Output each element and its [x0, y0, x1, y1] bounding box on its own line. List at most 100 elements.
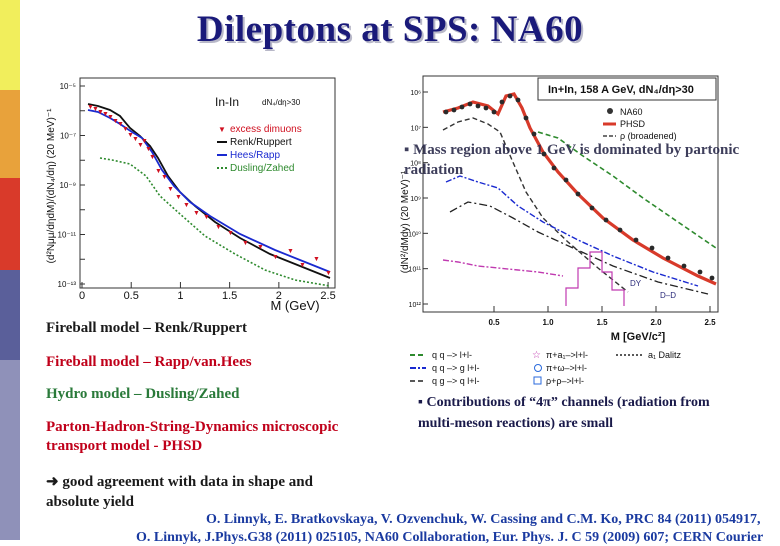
right-data-point [603, 217, 609, 223]
left-data-point: ▼ [193, 210, 200, 217]
bottom-legend-svg: q q –> l+l- q q –> g l+l- q g –> q l+l- … [410, 350, 682, 386]
right-x-tick-label: 1.5 [596, 318, 608, 327]
left-legend-hees: Hees/Rapp [230, 150, 280, 161]
left-legend-renk: Renk/Ruppert [230, 137, 292, 148]
left-data-point: ▼ [97, 109, 104, 116]
right-legend-rho: ρ (broadened) [620, 131, 677, 141]
right-xlabel: M [GeV/c²] [611, 331, 666, 343]
left-x-tick-label: 1.5 [222, 290, 237, 302]
model-phsd: Parton-Hadron-String-Dynamics microscopi… [46, 419, 339, 454]
reference-line-1: O. Linnyk, E. Bratkovskaya, V. Ozvenchuk… [206, 512, 761, 527]
right-y-tick-label: 10¹⁰ [408, 230, 421, 238]
right-data-point [709, 275, 715, 281]
left-y-tick-label: 10⁻⁵ [60, 82, 76, 91]
bl-item-rho-rho: ρ+ρ–>l+l- [546, 376, 584, 386]
left-data-point: ▼ [325, 270, 332, 277]
sidebar-block-navy [0, 270, 20, 360]
left-plot-frame [79, 77, 336, 289]
left-curve-hees [87, 109, 331, 273]
right-curve-magenta [442, 259, 564, 277]
right-curve-blue [445, 175, 699, 287]
sidebar-block-yellow [0, 0, 20, 90]
right-data-point [475, 103, 481, 109]
model-rapp: Fireball model – Rapp/van.Hees [46, 354, 252, 370]
left-data-point: ▼ [122, 126, 129, 133]
agreement-note: ➜ good agreement with data in shape and … [46, 472, 366, 512]
left-data-point: ▼ [287, 248, 294, 255]
left-xlabel: M (GeV) [270, 298, 319, 313]
left-curve-dusling [99, 157, 331, 287]
right-data-point [451, 107, 457, 113]
left-data-point: ▼ [203, 214, 210, 221]
left-legend-marker-excess: ▼ [218, 125, 226, 134]
right-curve-black [449, 201, 709, 295]
left-data-point: ▼ [127, 132, 134, 139]
left-y-tick-label: 10⁻⁷ [60, 132, 76, 141]
right-note-dd: D–D [660, 291, 676, 300]
left-curve-renk [87, 103, 331, 279]
right-y-tick-label: 10⁷ [411, 125, 422, 132]
left-data-point: ▼ [167, 186, 174, 193]
right-curve-green [537, 131, 717, 249]
left-x-ticks: 0 0.5 1 1.5 2 2.5 [79, 282, 336, 302]
right-curve-rho [442, 117, 629, 293]
left-data-point: ▼ [102, 111, 109, 118]
left-data-point: ▼ [92, 106, 99, 113]
sidebar-block-red [0, 178, 20, 270]
left-data-point: ▼ [242, 240, 249, 247]
page-title: Dileptons at SPS: NA60 [196, 9, 584, 50]
left-data-point: ▼ [155, 168, 162, 175]
left-legend: ▼ excess dimuons Renk/Ruppert Hees/Rapp … [217, 124, 302, 174]
left-x-tick-label: 2 [276, 290, 282, 302]
right-data-point [531, 131, 537, 137]
right-data-point [665, 255, 671, 261]
right-x-tick-label: 2.5 [704, 318, 716, 327]
left-ylabel: (d²Nμμ/dηdM)/(dN₄/dη) (20 MeV)⁻¹ [46, 108, 57, 263]
left-data-point: ▼ [132, 136, 139, 143]
left-data-point: ▼ [183, 202, 190, 209]
bl-item-a1-dalitz: a₁ Dalitz [648, 350, 682, 360]
right-data-point [459, 104, 465, 110]
right-data-point [649, 245, 655, 251]
left-data-point: ▼ [117, 121, 124, 128]
left-x-tick-label: 2.5 [320, 290, 335, 302]
bl-circle-icon [534, 364, 542, 372]
right-data-point [515, 97, 521, 103]
bl-item-qg-qll: q g –> q l+l- [432, 376, 480, 386]
right-x-tick-label: 1.0 [542, 318, 554, 327]
right-data-point [697, 269, 703, 275]
left-data-point: ▼ [227, 230, 234, 237]
sidebar-block-orange [0, 90, 20, 178]
left-y-ticks: 10⁻⁵ 10⁻⁷ 10⁻⁹ 10⁻¹¹ 10⁻¹³ [58, 82, 85, 289]
left-y-tick-label: 10⁻¹³ [58, 280, 77, 289]
right-curve-phsd [442, 92, 717, 286]
left-x-tick-label: 0.5 [124, 290, 139, 302]
right-data-point [575, 191, 581, 197]
right-curves [442, 92, 717, 306]
right-data-point [617, 227, 623, 233]
agreement-text: good agreement with data in shape and ab… [46, 474, 313, 510]
left-data-point: ▼ [141, 138, 148, 145]
left-y-tick-label: 10⁻¹¹ [58, 231, 77, 240]
right-y-ticks: 10⁶ 10⁷ 10⁸ 10⁹ 10¹⁰ 10¹¹ 10¹² [408, 90, 428, 309]
model-dusling: Hydro model – Dusling/Zahed [46, 386, 240, 402]
left-cut-label: dN₄/dη>30 [262, 98, 301, 107]
contributions-note: ▪ Contributions of “4π” channels (radiat… [418, 395, 710, 431]
right-header-box [537, 77, 717, 101]
left-plot-svg: (d²Nμμ/dηdM)/(dN₄/dη) (20 MeV)⁻¹ 10⁻⁵ 10⁻… [46, 77, 336, 313]
left-data-point: ▼ [272, 254, 279, 261]
left-data-point: ▼ [107, 114, 114, 121]
left-data-point: ▼ [257, 244, 264, 251]
left-data-point: ▼ [112, 118, 119, 125]
right-legend-na60: NA60 [620, 107, 643, 117]
right-data-point [483, 105, 489, 111]
right-data-point [499, 99, 505, 105]
right-hist-magenta [565, 251, 625, 306]
sidebar-block-lavender [0, 360, 20, 540]
bl-item-pi-omega: π+ω–>l+l- [546, 363, 587, 373]
left-data-point: ▼ [87, 104, 94, 111]
bottom-legend: q q –> l+l- q q –> g l+l- q g –> q l+l- … [404, 346, 744, 392]
right-legend-marker-na60 [607, 108, 613, 114]
arrow-right-icon: ➜ [46, 474, 59, 490]
right-ylabel: (dN²/dMdy) (20 MeV)⁻¹ [400, 170, 411, 273]
